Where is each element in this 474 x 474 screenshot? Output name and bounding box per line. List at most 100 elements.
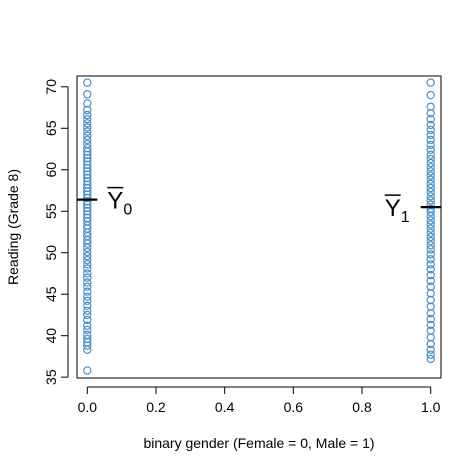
data-point-group-0 — [83, 306, 92, 315]
data-point-group-0 — [83, 110, 92, 120]
data-point-group-1 — [426, 245, 435, 254]
data-point-group-1 — [426, 187, 435, 197]
data-point-group-1 — [426, 354, 435, 364]
data-point-group-0 — [83, 296, 92, 306]
data-point-group-1 — [426, 255, 435, 264]
data-point-group-1 — [426, 150, 435, 160]
data-point-group-0 — [83, 301, 92, 311]
data-point-group-0 — [83, 114, 92, 124]
y-tick-label: 40 — [43, 328, 59, 344]
data-point-group-1 — [426, 241, 435, 250]
data-point-group-0 — [83, 260, 92, 269]
data-point-group-0 — [83, 278, 92, 287]
data-point-group-1 — [426, 265, 435, 274]
data-point-group-0 — [83, 273, 92, 282]
data-point-group-0 — [83, 264, 92, 273]
y-tick-label: 55 — [43, 203, 59, 219]
data-point-group-1 — [426, 196, 435, 205]
data-point-group-1 — [426, 314, 435, 324]
x-tick-label: 0.0 — [78, 399, 98, 415]
x-tick-label: 1.0 — [421, 399, 441, 415]
data-point-group-0 — [83, 143, 92, 153]
x-tick-label: 0.4 — [215, 399, 235, 415]
data-point-group-0 — [83, 310, 92, 320]
data-point-group-1 — [426, 140, 435, 150]
data-point-group-1 — [426, 90, 435, 100]
data-point-group-0 — [83, 247, 92, 257]
mean-label-subscript: 0 — [123, 202, 132, 219]
data-point-group-1 — [426, 345, 435, 354]
data-point-group-1 — [426, 130, 435, 140]
data-point-group-0 — [83, 334, 92, 344]
x-tick-label: 0.8 — [352, 399, 372, 415]
mean-label: Y0 — [107, 188, 132, 219]
data-point-group-0 — [83, 325, 92, 335]
data-point-group-1 — [426, 120, 435, 130]
data-point-group-0 — [83, 269, 92, 278]
y-axis: 35 40 45 50 55 60 65 70 — [43, 79, 69, 385]
data-point-group-1 — [426, 78, 435, 87]
mean-label-subscript: 1 — [401, 209, 410, 226]
data-point-group-1 — [426, 220, 435, 229]
data-point-group-1 — [426, 270, 435, 280]
x-axis-label: binary gender (Female = 0, Male = 1) — [143, 435, 374, 451]
data-point-group-0 — [83, 366, 92, 375]
data-point-group-1 — [426, 183, 435, 193]
data-point-group-0 — [83, 251, 92, 261]
y-tick-label: 60 — [43, 162, 59, 178]
data-point-group-0 — [83, 315, 92, 325]
data-point-group-1 — [426, 204, 435, 213]
data-point-group-1 — [426, 216, 435, 225]
data-point-group-1 — [426, 350, 435, 359]
data-point-group-1 — [426, 276, 435, 286]
y-axis-label: Reading (Grade 8) — [5, 169, 21, 285]
y-tick-label: 70 — [43, 79, 59, 95]
data-point-group-0 — [83, 99, 92, 108]
y-tick-label: 35 — [43, 369, 59, 385]
x-axis: 0.0 0.2 0.4 0.6 0.8 1.0 — [78, 386, 441, 415]
data-point-group-1 — [426, 236, 435, 246]
data-point-group-1 — [426, 163, 435, 172]
data-points — [83, 78, 435, 375]
data-point-group-1 — [426, 158, 435, 168]
data-point-group-1 — [426, 200, 435, 209]
data-point-group-1 — [426, 154, 435, 164]
data-point-group-1 — [426, 192, 435, 201]
data-point-group-1 — [426, 250, 435, 259]
x-tick-label: 0.6 — [284, 399, 304, 415]
data-point-group-1 — [426, 102, 435, 111]
data-point-group-1 — [426, 114, 435, 124]
data-point-group-1 — [426, 175, 435, 184]
data-point-group-0 — [83, 119, 92, 128]
mean-label: Y1 — [385, 195, 410, 226]
data-point-group-1 — [426, 145, 435, 155]
data-point-group-0 — [83, 90, 92, 99]
data-point-group-0 — [83, 78, 92, 87]
data-point-group-1 — [426, 167, 435, 176]
data-point-group-0 — [83, 127, 92, 136]
data-point-group-0 — [83, 287, 92, 296]
data-point-group-0 — [83, 330, 92, 340]
data-point-group-0 — [83, 123, 92, 132]
data-point-group-0 — [83, 131, 92, 140]
data-point-group-0 — [83, 139, 92, 149]
data-point-group-1 — [426, 326, 435, 335]
data-point-group-0 — [83, 135, 92, 145]
data-point-group-1 — [426, 228, 435, 238]
data-point-group-1 — [426, 282, 435, 291]
x-tick-label: 0.2 — [146, 399, 166, 415]
data-point-group-0 — [83, 282, 92, 291]
data-point-group-1 — [426, 171, 435, 180]
data-point-group-1 — [426, 320, 435, 330]
data-point-group-1 — [426, 232, 435, 242]
data-point-group-1 — [426, 135, 435, 145]
plot-frame — [76, 75, 442, 379]
data-point-group-1 — [426, 260, 435, 269]
group-means: Y0 Y1 — [77, 186, 441, 226]
data-point-group-1 — [426, 224, 435, 233]
data-point-group-1 — [426, 179, 435, 189]
data-point-group-1 — [426, 125, 435, 135]
data-point-group-0 — [83, 321, 92, 330]
y-tick-label: 65 — [43, 120, 59, 136]
